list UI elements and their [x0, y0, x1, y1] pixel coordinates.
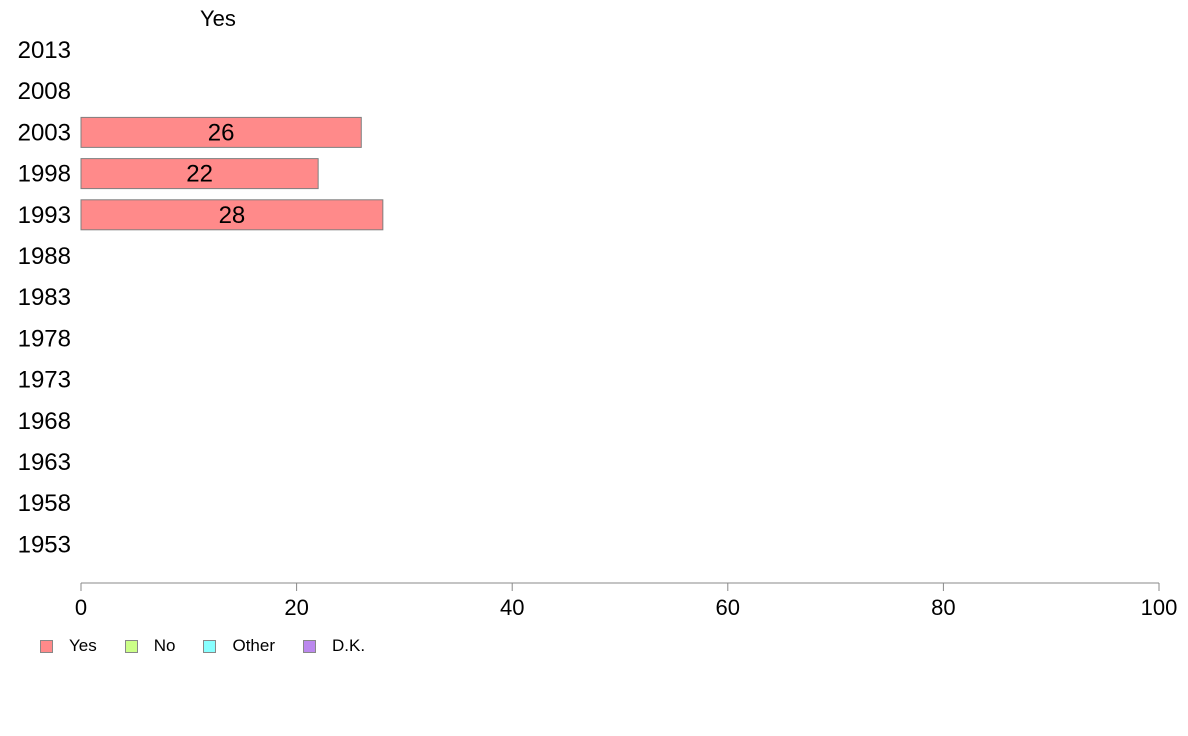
category-label-1963: 1963 — [18, 449, 71, 476]
legend-label-other: Other — [232, 636, 275, 655]
x-tick-label-100: 100 — [1141, 595, 1178, 620]
category-label-1968: 1968 — [18, 408, 71, 435]
category-label-1973: 1973 — [18, 367, 71, 394]
x-tick-label-20: 20 — [284, 595, 308, 620]
x-tick-label-80: 80 — [931, 595, 955, 620]
x-tick-label-60: 60 — [716, 595, 740, 620]
legend-label-dk: D.K. — [332, 636, 366, 655]
data-label-2003: 26 — [208, 119, 235, 146]
bar-1998 — [80, 158, 319, 190]
legend-label-yes: Yes — [69, 636, 97, 655]
category-label-1958: 1958 — [18, 490, 71, 517]
x-tick-label-40: 40 — [500, 595, 524, 620]
category-label-1998: 1998 — [18, 161, 71, 188]
legend-item-other: Other — [203, 636, 275, 656]
bar-2003 — [80, 116, 362, 148]
category-label-1993: 1993 — [18, 202, 71, 229]
legend: Yes No Other D.K. — [40, 636, 393, 656]
legend-swatch-dk — [303, 639, 316, 653]
category-label-1988: 1988 — [18, 243, 71, 270]
legend-item-no: No — [124, 636, 176, 656]
category-label-2008: 2008 — [18, 78, 71, 105]
legend-label-no: No — [153, 636, 176, 655]
legend-swatch-no — [124, 639, 138, 653]
category-label-1953: 1953 — [18, 531, 71, 558]
legend-swatch-yes — [40, 639, 53, 653]
x-tick-label-0: 0 — [75, 595, 87, 620]
category-label-1978: 1978 — [18, 325, 71, 352]
data-label-1998: 22 — [186, 161, 213, 188]
category-label-1983: 1983 — [18, 284, 71, 311]
legend-item-dk: D.K. — [303, 636, 365, 656]
legend-swatch-other — [203, 639, 217, 653]
series-heading: Yes — [200, 6, 236, 31]
bar-1993 — [80, 199, 384, 231]
category-label-2003: 2003 — [18, 119, 71, 146]
category-label-2013: 2013 — [18, 37, 71, 64]
legend-item-yes: Yes — [40, 636, 97, 656]
data-label-1993: 28 — [219, 202, 246, 229]
